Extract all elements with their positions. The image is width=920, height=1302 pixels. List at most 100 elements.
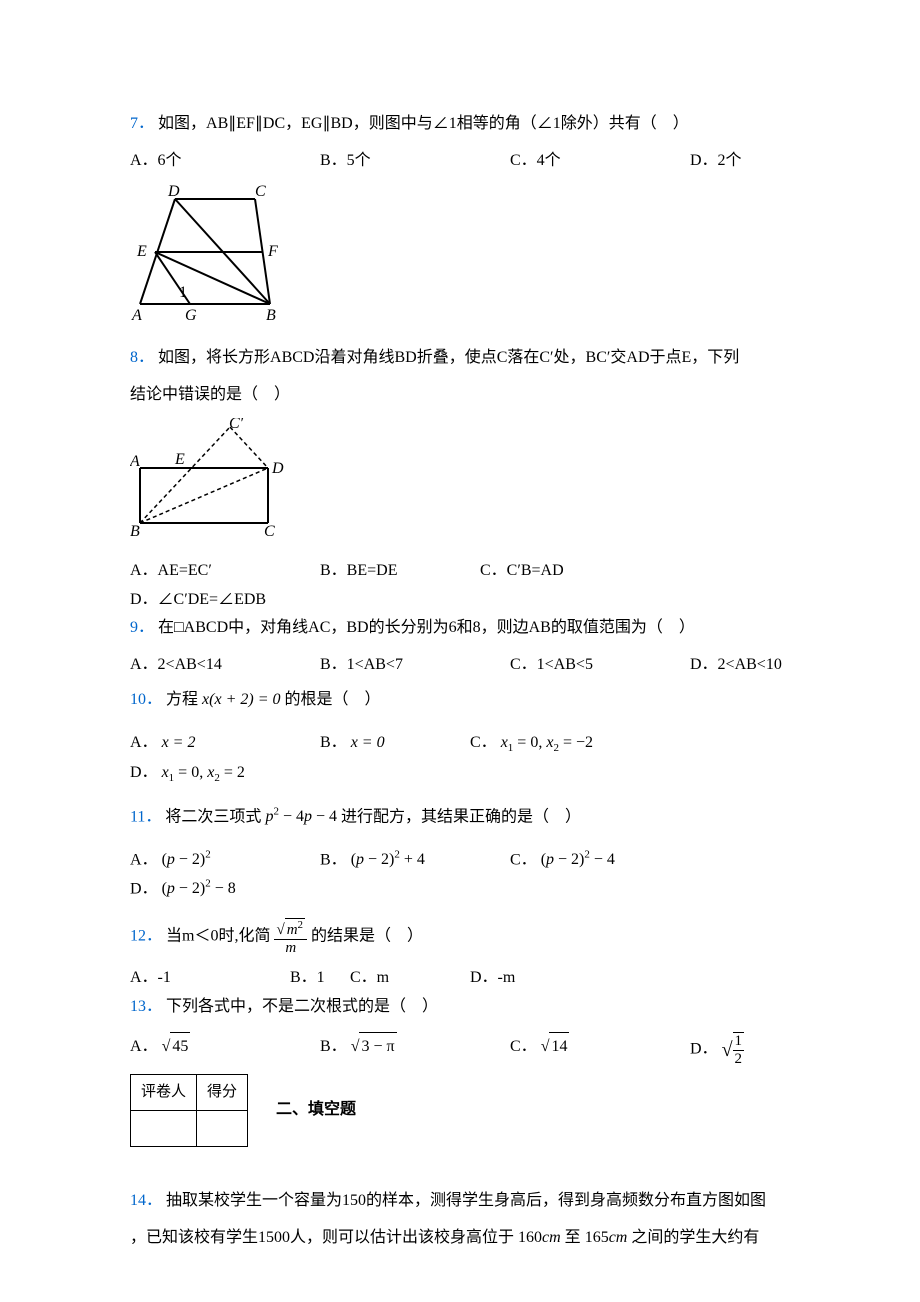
question-10: 10． 方程 x(x + 2) = 0 的根是（ ） [130,686,790,715]
option-a: A． x = 2 [130,729,320,759]
figure-q8: A B C D E C′ [130,418,790,549]
options-q13: A． √45 B． √3 − π C． √14 D． √ 1 2 [130,1032,790,1068]
question-8: 8． 如图，将长方形ABCD沿着对角线BD折叠，使点C落在C′处，BC′交AD于… [130,344,790,373]
section-title: 二、填空题 [276,1096,356,1125]
option-a: A． √45 [130,1032,320,1068]
label-A: A [130,453,140,470]
question-number: 14． [130,1192,162,1209]
grade-cell-score [197,1110,248,1146]
opt-label: D． [690,1040,718,1057]
option-b: B．1<AB<7 [320,651,510,680]
question-number: 13． [130,998,162,1015]
options-q12: A．-1 B．1 C．m D．-m [130,964,790,993]
question-text-post: 进行配方，其结果正确的是（ ） [341,808,581,825]
question-number: 10． [130,691,162,708]
question-text-line1: 抽取某校学生一个容量为150的样本，测得学生身高后，得到身高频数分布直方图如图 [166,1192,766,1209]
option-c: C．1<AB<5 [510,651,690,680]
option-b: B． x = 0 [320,729,470,759]
options-q8: A．AE=EC′ B．BE=DE C．C′B=AD D．∠C′DE=∠EDB [130,557,790,615]
opt-eq: x = 0 [351,734,385,751]
question-text-pre: 方程 [166,691,202,708]
option-c: C． √14 [510,1032,690,1068]
opt-label: A． [130,851,158,868]
opt-label: C． [510,851,537,868]
question-number: 7． [130,115,154,132]
opt-label: C． [510,1038,537,1055]
figure-q7: A B G E F D C 1 [130,184,790,337]
section-2-header: 评卷人 得分 二、填空题 [130,1074,790,1147]
question-text: 在□ABCD中，对角线AC，BD的长分别为6和8，则边AB的取值范围为（ ） [158,619,695,636]
label-C: C [255,184,266,200]
question-text-post: 的结果是（ ） [311,928,423,945]
option-a: A．-1 [130,964,290,993]
label-Cp: C′ [229,418,244,432]
label-D: D [271,460,284,477]
question-text-post: 的根是（ ） [284,691,380,708]
question-text-pre: 当m＜0时,化简 [166,928,274,945]
opt-label: A． [130,734,158,751]
options-q11: A． (p − 2)2 B． (p − 2)2 + 4 C． (p − 2)2 … [130,846,790,904]
opt-label: B． [320,734,347,751]
option-b: B．1 [290,964,350,993]
question-11: 11． 将二次三项式 p2 − 4p − 4 进行配方，其结果正确的是（ ） [130,803,790,832]
question-14: 14． 抽取某校学生一个容量为150的样本，测得学生身高后，得到身高频数分布直方… [130,1187,790,1216]
question-text-line2: 结论中错误的是（ ） [130,381,790,410]
question-text: 下列各式中，不是二次根式的是（ ） [166,998,438,1015]
question-12: 12． 当m＜0时,化简 √m2 m 的结果是（ ） [130,918,790,956]
option-c: C．4个 [510,147,690,176]
question-text-pre: 将二次三项式 [165,808,265,825]
question-7: 7． 如图，AB∥EF∥DC，EG∥BD，则图中与∠1相等的角（∠1除外）共有（… [130,110,790,139]
question-number: 9． [130,619,154,636]
opt-label: D． [130,880,158,897]
question-number: 8． [130,349,154,366]
label-1: 1 [179,284,187,301]
question-text-line1: 如图，将长方形ABCD沿着对角线BD折叠，使点C落在C′处，BC′交AD于点E，… [158,349,739,366]
option-c: C． (p − 2)2 − 4 [510,846,690,875]
option-d: D．∠C′DE=∠EDB [130,586,266,615]
fraction: √m2 m [274,918,307,956]
grade-table: 评卷人 得分 [130,1074,248,1147]
option-d: D． √ 1 2 [690,1032,744,1068]
question-number: 12． [130,928,162,945]
label-E: E [136,243,147,260]
option-a: A． (p − 2)2 [130,846,320,875]
question-14-line2: ，已知该校有学生1500人，则可以估计出该校身高位于 160cm 至 165cm… [130,1224,790,1253]
option-d: D． (p − 2)2 − 8 [130,875,236,904]
option-a: A．6个 [130,147,320,176]
question-text: 如图，AB∥EF∥DC，EG∥BD，则图中与∠1相等的角（∠1除外）共有（ ） [158,115,689,132]
opt-label: B． [320,1038,347,1055]
option-b: B．BE=DE [320,557,480,586]
question-9: 9． 在□ABCD中，对角线AC，BD的长分别为6和8，则边AB的取值范围为（ … [130,614,790,643]
options-q9: A．2<AB<14 B．1<AB<7 C．1<AB<5 D．2<AB<10 [130,651,790,680]
label-B: B [130,523,140,538]
option-d: D．2个 [690,147,742,176]
option-d: D．-m [470,964,515,993]
options-q10: A． x = 2 B． x = 0 C． x1 = 0, x2 = −2 D． … [130,729,790,789]
equation: x(x + 2) = 0 [202,691,280,708]
options-q7: A．6个 B．5个 C．4个 D．2个 [130,147,790,176]
opt-label: D． [130,764,158,781]
option-c: C．C′B=AD [480,557,660,586]
option-b: B． (p − 2)2 + 4 [320,846,510,875]
question-number: 11． [130,808,161,825]
opt-label: B． [320,851,347,868]
grade-header-reviewer: 评卷人 [131,1074,197,1110]
opt-label: C． [470,734,497,751]
option-b: B． √3 − π [320,1032,510,1068]
opt-eq: x = 2 [162,734,196,751]
option-d: D． x1 = 0, x2 = 2 [130,759,245,789]
opt-label: A． [130,1038,158,1055]
label-A: A [131,307,142,324]
label-D: D [167,184,180,200]
option-a: A．AE=EC′ [130,557,320,586]
label-C: C [264,523,275,538]
grade-cell-reviewer [131,1110,197,1146]
option-c: C．m [350,964,470,993]
option-a: A．2<AB<14 [130,651,320,680]
grade-header-score: 得分 [197,1074,248,1110]
option-b: B．5个 [320,147,510,176]
label-B: B [266,307,276,324]
label-E: E [174,451,185,468]
label-F: F [267,243,278,260]
option-d: D．2<AB<10 [690,651,782,680]
